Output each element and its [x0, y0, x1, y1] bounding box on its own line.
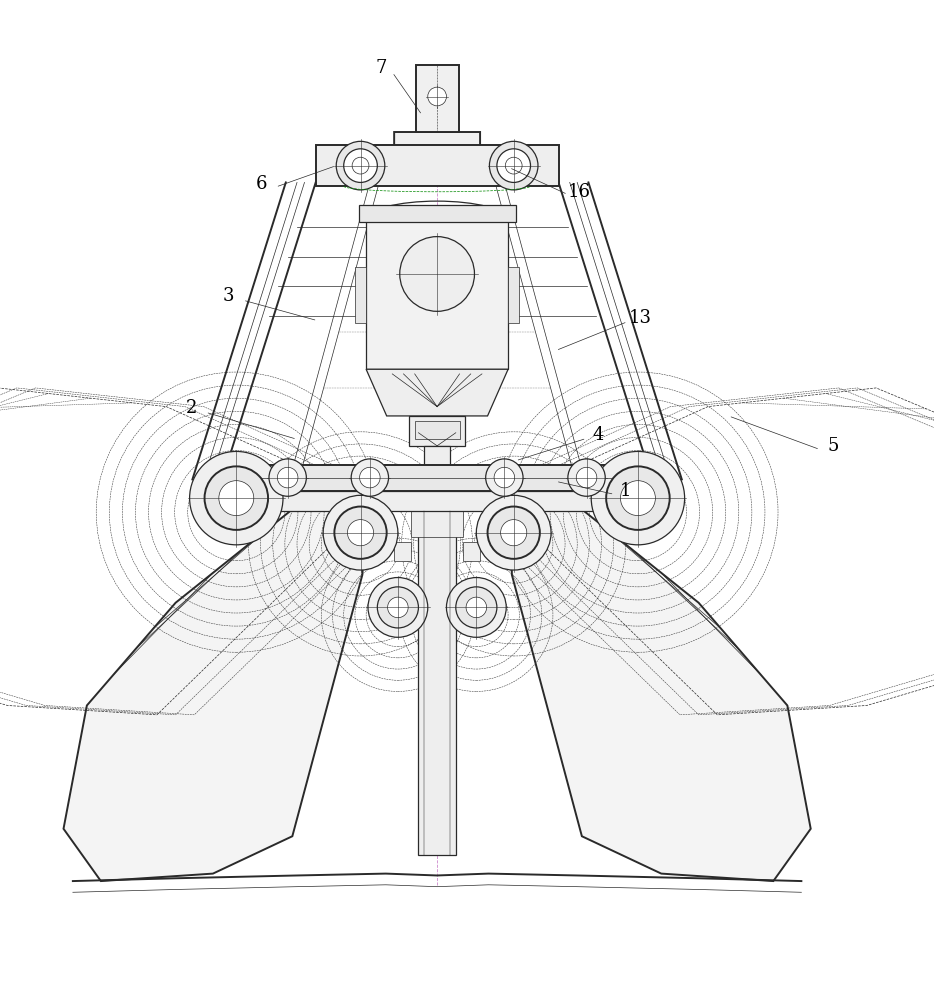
Polygon shape — [512, 486, 811, 881]
Circle shape — [352, 157, 369, 174]
Circle shape — [494, 467, 515, 488]
Text: 5: 5 — [828, 437, 839, 455]
Circle shape — [344, 149, 377, 182]
Text: 16: 16 — [568, 183, 590, 201]
Bar — [508, 266, 519, 323]
Circle shape — [205, 466, 268, 530]
Circle shape — [497, 149, 531, 182]
Circle shape — [269, 459, 306, 496]
Circle shape — [377, 587, 418, 628]
Polygon shape — [366, 369, 508, 416]
Polygon shape — [339, 132, 535, 182]
Bar — [424, 446, 450, 489]
Text: 2: 2 — [186, 399, 197, 417]
Bar — [355, 266, 366, 323]
Text: 6: 6 — [256, 175, 267, 193]
Circle shape — [219, 481, 254, 516]
Text: 3: 3 — [223, 287, 234, 305]
Text: 4: 4 — [592, 426, 603, 444]
Circle shape — [388, 597, 408, 618]
Circle shape — [360, 467, 380, 488]
Circle shape — [446, 578, 506, 637]
Bar — [241, 465, 633, 491]
Circle shape — [466, 597, 487, 618]
Text: 13: 13 — [629, 309, 651, 327]
Circle shape — [489, 141, 538, 190]
Circle shape — [277, 467, 298, 488]
Circle shape — [568, 459, 605, 496]
Circle shape — [476, 495, 551, 570]
Bar — [394, 542, 411, 561]
Circle shape — [351, 459, 389, 496]
Circle shape — [368, 578, 428, 637]
Circle shape — [334, 507, 387, 559]
Circle shape — [347, 520, 374, 546]
Bar — [316, 145, 559, 186]
Circle shape — [456, 587, 497, 628]
Circle shape — [336, 141, 385, 190]
Polygon shape — [64, 486, 362, 881]
Circle shape — [190, 451, 283, 545]
Bar — [416, 65, 459, 132]
Circle shape — [576, 467, 597, 488]
Bar — [359, 205, 516, 222]
Bar — [411, 491, 463, 537]
Bar — [264, 491, 610, 511]
Circle shape — [505, 157, 522, 174]
Circle shape — [488, 507, 540, 559]
Circle shape — [428, 87, 446, 106]
Text: 7: 7 — [375, 59, 387, 77]
Circle shape — [606, 466, 670, 530]
Circle shape — [486, 459, 523, 496]
Circle shape — [591, 451, 685, 545]
Bar — [418, 511, 456, 855]
Circle shape — [400, 237, 474, 311]
Bar — [366, 220, 508, 369]
Circle shape — [620, 481, 656, 516]
Bar — [409, 416, 465, 446]
Bar — [463, 542, 480, 561]
Circle shape — [501, 520, 527, 546]
Circle shape — [323, 495, 398, 570]
Text: 1: 1 — [620, 482, 631, 500]
Bar — [415, 421, 460, 439]
